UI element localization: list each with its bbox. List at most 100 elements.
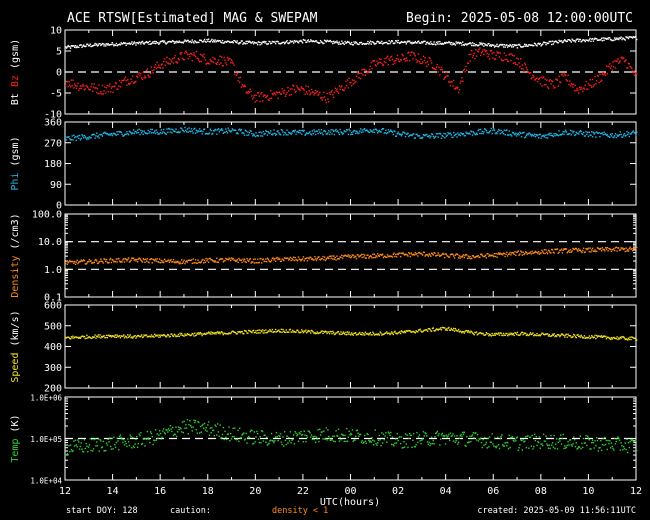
data-point — [279, 134, 282, 136]
data-point — [173, 333, 176, 336]
data-point — [286, 435, 288, 437]
data-point — [540, 443, 542, 445]
data-point — [390, 443, 393, 446]
data-point — [265, 40, 267, 43]
data-point — [629, 440, 631, 443]
data-point — [572, 86, 574, 88]
data-point — [384, 131, 386, 134]
data-point — [355, 130, 358, 132]
data-point — [596, 39, 599, 41]
data-point — [564, 74, 566, 76]
data-point — [459, 330, 461, 332]
data-point — [110, 448, 113, 450]
data-point — [557, 441, 559, 444]
data-point — [270, 439, 272, 441]
data-point — [176, 40, 178, 43]
data-point — [339, 128, 341, 131]
data-point — [131, 337, 134, 339]
data-point — [557, 334, 559, 336]
data-point — [540, 137, 542, 139]
data-point — [92, 262, 95, 264]
data-point — [608, 247, 610, 250]
data-point — [569, 439, 571, 441]
data-point — [111, 85, 113, 88]
data-point — [260, 442, 262, 444]
data-point — [452, 136, 454, 139]
data-point — [285, 443, 287, 446]
data-point — [95, 87, 97, 89]
data-point — [253, 331, 256, 334]
data-point — [404, 331, 407, 334]
data-point — [135, 80, 137, 83]
data-point — [604, 246, 607, 249]
x-tick-label: 10 — [582, 486, 594, 497]
data-point — [470, 42, 472, 45]
data-point — [114, 446, 117, 448]
data-point — [372, 41, 374, 43]
data-point — [416, 42, 418, 44]
data-point — [616, 336, 618, 338]
data-point — [234, 259, 236, 261]
data-point — [525, 446, 528, 449]
data-point — [359, 72, 361, 75]
data-point — [427, 135, 430, 138]
data-point — [362, 334, 364, 336]
data-point — [109, 133, 111, 135]
data-point — [148, 132, 150, 134]
data-point — [393, 42, 395, 45]
data-point — [485, 44, 488, 46]
data-point — [331, 41, 333, 43]
data-point — [609, 136, 611, 139]
data-point — [551, 134, 554, 137]
data-point — [336, 435, 338, 437]
data-point — [256, 134, 259, 137]
data-point — [252, 261, 254, 263]
data-point — [374, 64, 376, 66]
data-point — [159, 261, 162, 264]
data-point — [488, 333, 491, 336]
data-point — [482, 255, 484, 258]
data-point — [611, 338, 613, 340]
data-point — [265, 43, 268, 45]
data-point — [438, 66, 440, 69]
data-point — [292, 256, 295, 258]
data-point — [377, 442, 379, 444]
data-point — [279, 43, 282, 45]
data-point — [477, 44, 479, 47]
data-point — [487, 55, 489, 58]
data-point — [329, 439, 332, 441]
data-point — [97, 334, 100, 336]
data-point — [416, 330, 418, 333]
data-point — [462, 69, 465, 72]
data-point — [341, 89, 344, 91]
data-point — [591, 442, 593, 444]
data-point — [125, 133, 127, 135]
data-point — [510, 437, 512, 439]
data-point — [277, 439, 279, 442]
data-point — [126, 42, 128, 45]
data-point — [256, 332, 258, 334]
data-point — [628, 446, 631, 449]
data-point — [237, 331, 239, 333]
data-point — [490, 50, 492, 52]
data-point — [566, 80, 568, 82]
data-point — [481, 44, 484, 46]
data-point — [180, 259, 183, 261]
data-point — [395, 59, 397, 62]
data-point — [390, 39, 393, 42]
data-point — [131, 132, 134, 134]
data-point — [175, 128, 177, 130]
data-point — [512, 252, 515, 254]
data-point — [337, 92, 340, 94]
data-point — [308, 330, 310, 333]
data-point — [245, 432, 247, 435]
data-point — [262, 440, 265, 442]
data-point — [199, 331, 202, 334]
data-point — [99, 438, 101, 441]
data-point — [66, 452, 69, 455]
data-point — [230, 59, 233, 61]
data-point — [199, 53, 202, 56]
data-point — [553, 87, 555, 89]
data-point — [78, 87, 81, 90]
data-point — [128, 335, 131, 337]
